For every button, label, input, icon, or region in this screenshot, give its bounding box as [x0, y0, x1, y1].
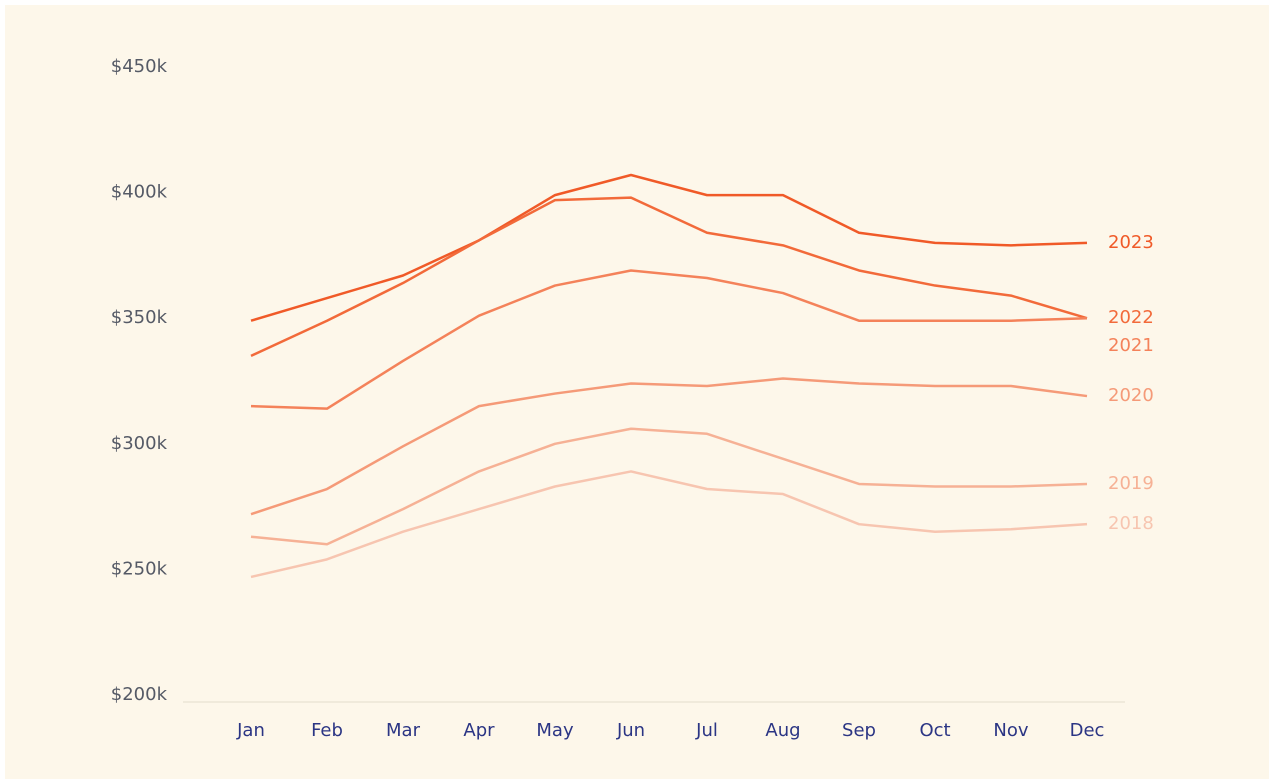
series-line [250, 173, 1088, 322]
y-tick-label: $350k [111, 307, 168, 328]
series-line [250, 196, 1088, 358]
x-tick-label: Apr [463, 720, 495, 741]
x-tick-label: Sep [842, 720, 876, 741]
series-line [250, 427, 1088, 546]
x-tick-label: Dec [1070, 720, 1105, 741]
y-tick-label: $200k [111, 684, 168, 705]
x-tick-label: Nov [993, 720, 1028, 741]
chart-background [5, 5, 1269, 779]
x-tick-label: Jan [236, 720, 265, 741]
y-tick-label: $300k [111, 433, 168, 454]
x-tick-label: Jul [695, 720, 718, 741]
series-line [250, 377, 1088, 516]
y-tick-label: $400k [111, 182, 168, 203]
series-label: 2021 [1108, 335, 1154, 356]
series-label: 2023 [1108, 232, 1154, 253]
series-label: 2019 [1108, 473, 1154, 494]
x-tick-label: Oct [919, 720, 950, 741]
x-tick-label: Jun [616, 720, 645, 741]
x-tick-label: Mar [386, 720, 421, 741]
plot-area: $200k $250k $300k $350k $400k $450k Jan Feb Mar A… [111, 56, 1154, 741]
x-tick-label: Feb [311, 720, 343, 741]
x-tick-label: May [536, 720, 574, 741]
series-line [250, 269, 1088, 410]
series-label: 2022 [1108, 307, 1154, 328]
series-label: 2020 [1108, 385, 1154, 406]
y-tick-label: $250k [111, 558, 168, 579]
series-label: 2018 [1108, 513, 1154, 534]
y-tick-label: $450k [111, 56, 168, 77]
x-tick-label: Aug [765, 720, 800, 741]
series-line [250, 470, 1088, 579]
